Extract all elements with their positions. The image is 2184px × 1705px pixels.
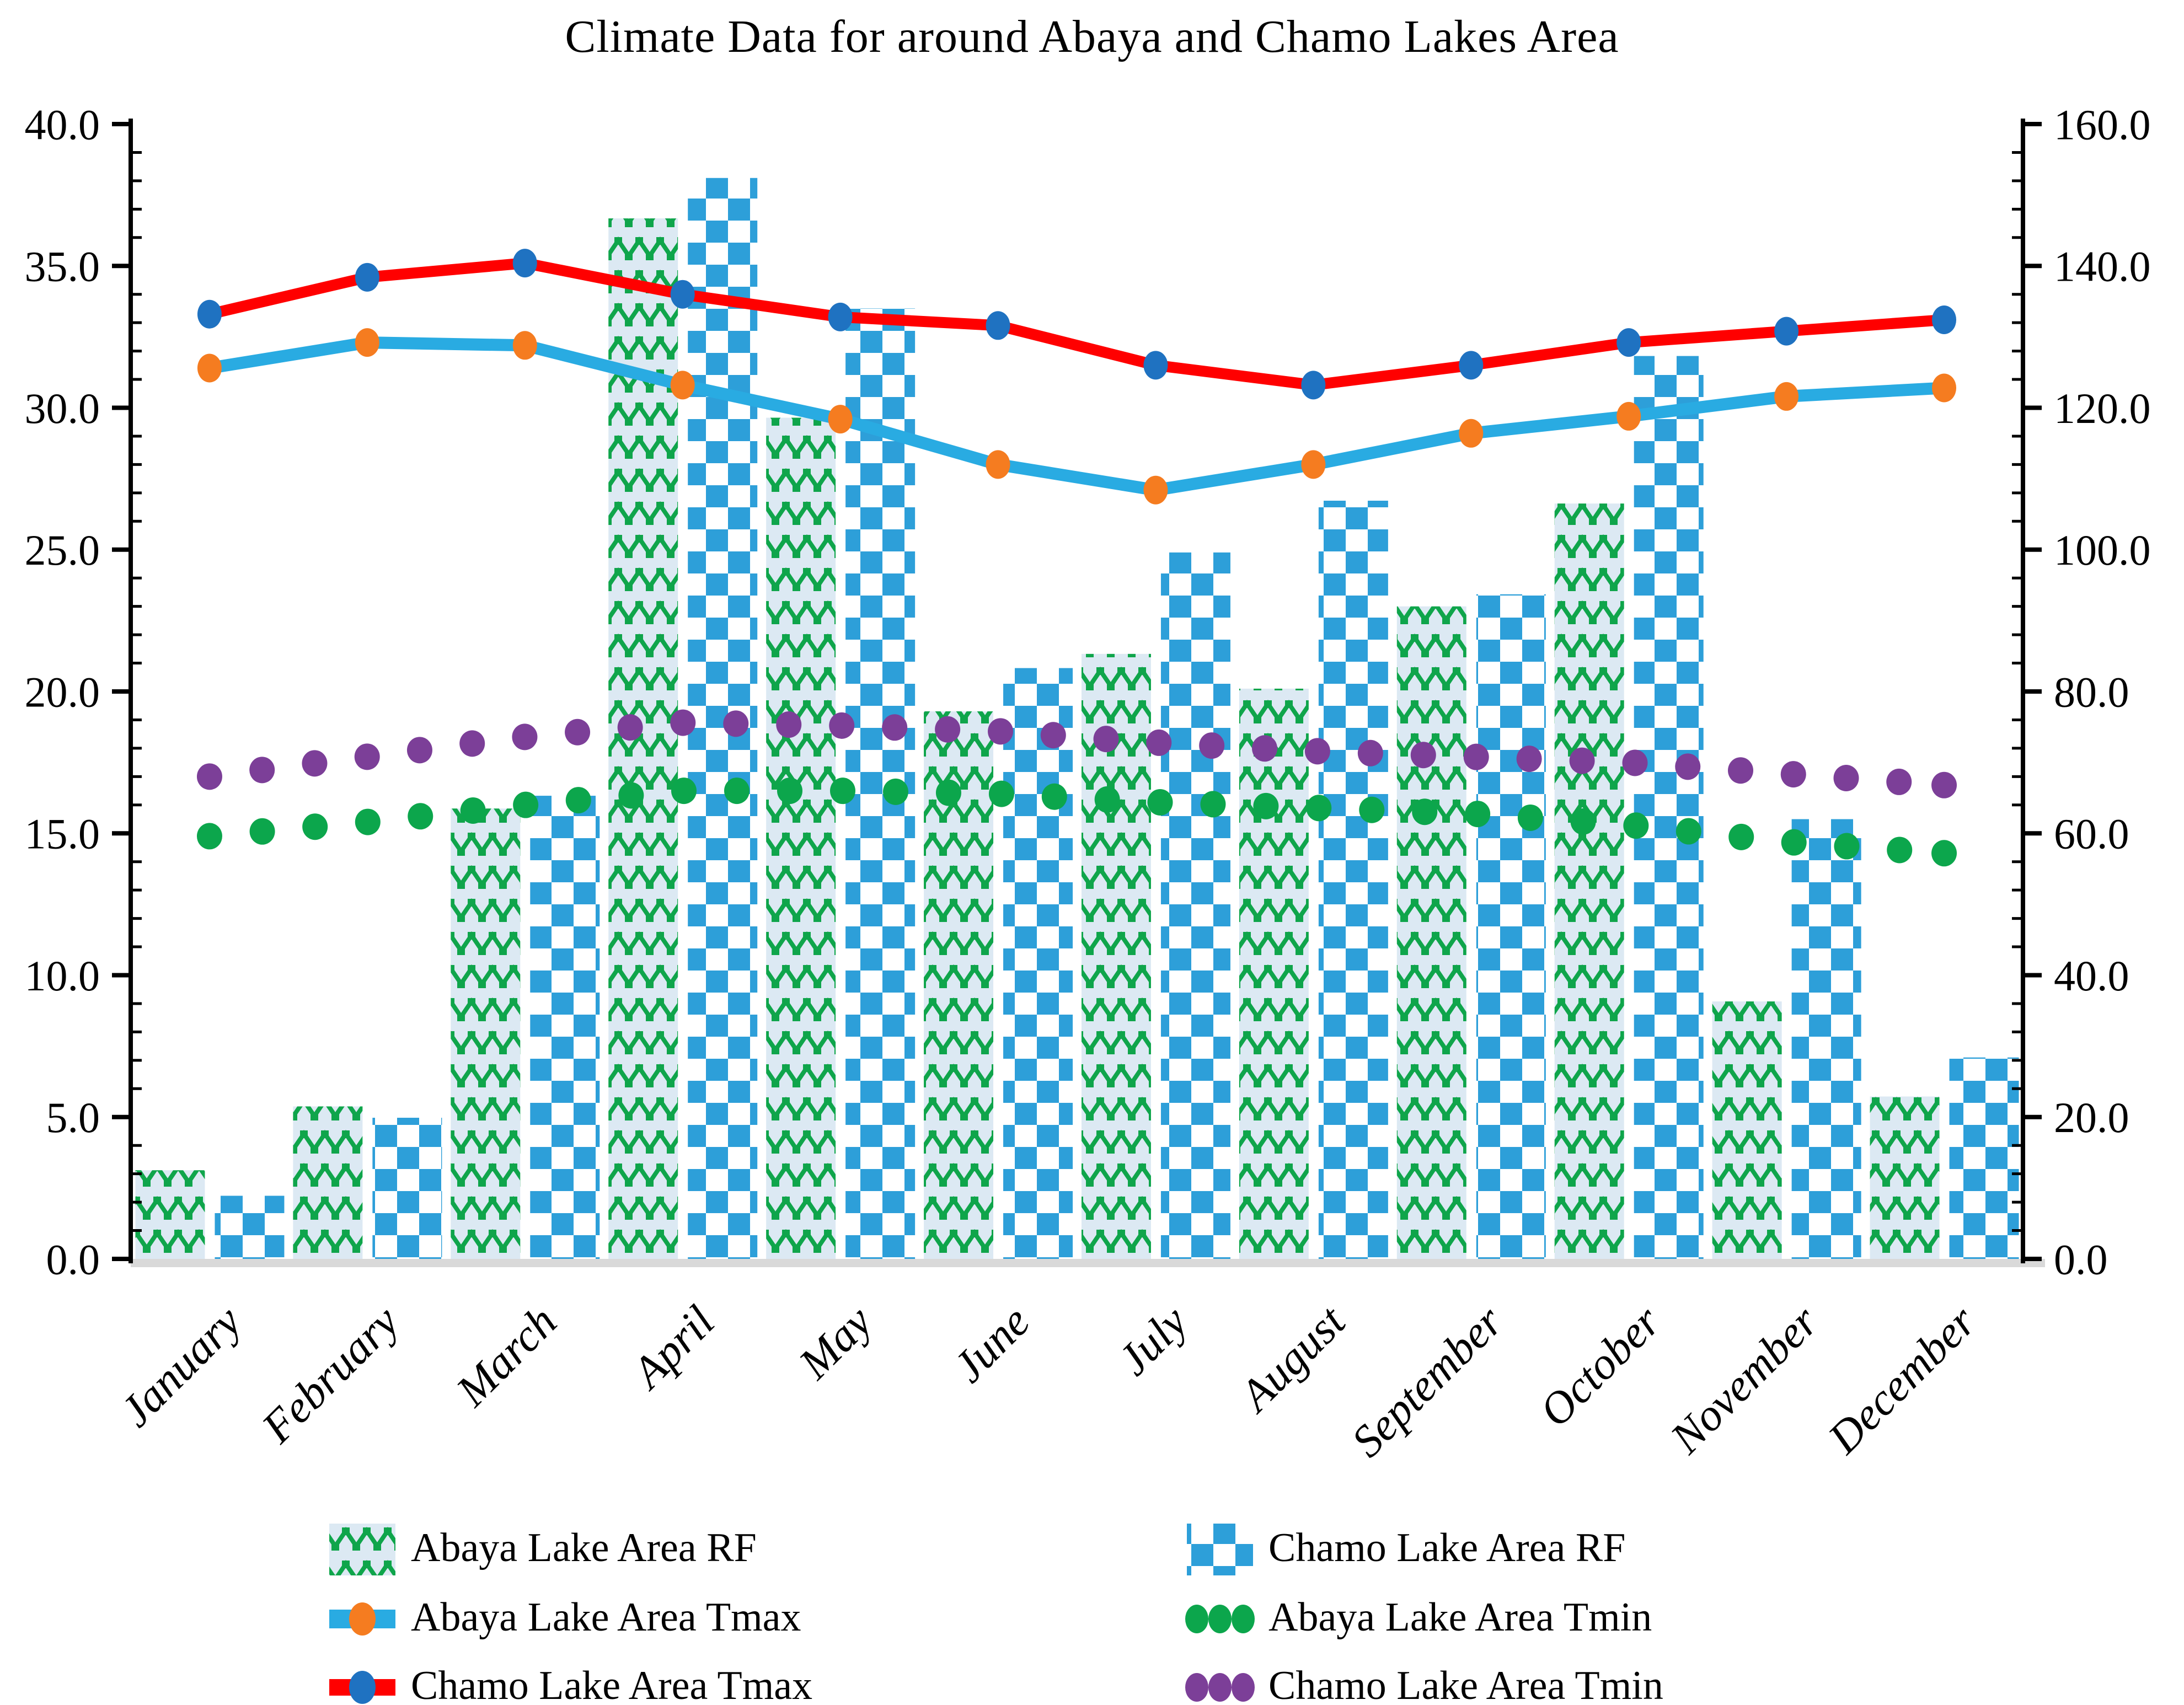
- bar-abaya-rf: [1396, 606, 1466, 1259]
- legend-label-chamo-tmax: Chamo Lake Area Tmax: [411, 1663, 813, 1705]
- abaya-tmax-line: [197, 328, 1957, 505]
- svg-text:100.0: 100.0: [2054, 526, 2151, 574]
- svg-text:0.0: 0.0: [2054, 1235, 2108, 1283]
- svg-text:35.0: 35.0: [25, 243, 100, 291]
- svg-text:November: November: [1660, 1296, 1828, 1463]
- svg-text:20.0: 20.0: [2054, 1093, 2129, 1141]
- svg-text:40.0: 40.0: [25, 100, 100, 148]
- abaya-tmin-dots: [196, 778, 1957, 867]
- svg-text:25.0: 25.0: [25, 526, 100, 574]
- svg-text:160.0: 160.0: [2054, 100, 2151, 148]
- bar-abaya-rf: [293, 1106, 363, 1259]
- svg-text:February: February: [252, 1296, 409, 1452]
- svg-text:October: October: [1530, 1296, 1671, 1436]
- axis-tick-labels: 40.0 35.0 30.0 25.0 20.0 15.0 10.0 5.0 0.0 160.0 1…: [25, 100, 2151, 1283]
- svg-text:March: March: [446, 1296, 566, 1416]
- bar-chamo-rf: [1160, 552, 1230, 1259]
- bar-chamo-rf: [1634, 356, 1704, 1259]
- svg-text:January: January: [110, 1296, 251, 1436]
- svg-text:May: May: [789, 1296, 882, 1389]
- svg-text:June: June: [943, 1296, 1039, 1392]
- axes: [112, 119, 2042, 1263]
- bar-chamo-rf: [1318, 500, 1388, 1259]
- svg-text:15.0: 15.0: [25, 810, 100, 858]
- svg-text:60.0: 60.0: [2054, 810, 2129, 858]
- bar-abaya-rf: [1712, 1001, 1782, 1259]
- bar-chamo-rf: [1476, 594, 1546, 1259]
- svg-text:July: July: [1108, 1296, 1197, 1385]
- svg-text:December: December: [1818, 1296, 1985, 1463]
- bar-abaya-rf: [1554, 503, 1624, 1259]
- legend-label-chamo-rf: Chamo Lake Area RF: [1268, 1525, 1626, 1570]
- bar-chamo-rf: [1003, 668, 1073, 1259]
- bar-abaya-rf: [924, 711, 994, 1259]
- svg-text:September: September: [1342, 1296, 1513, 1467]
- bar-chamo-rf: [1949, 1057, 2019, 1259]
- svg-text:20.0: 20.0: [25, 668, 100, 716]
- bar-chamo-rf: [530, 796, 600, 1259]
- x-axis-baseline-shadow: [131, 1259, 2045, 1267]
- chart-title: Climate Data for around Abaya and Chamo …: [565, 11, 1619, 62]
- svg-text:10.0: 10.0: [25, 952, 100, 1000]
- bar-chamo-rf: [215, 1195, 285, 1259]
- bar-abaya-rf: [1239, 688, 1309, 1259]
- month-labels: January February March April May June July Augu…: [110, 1295, 1985, 1467]
- legend-label-abaya-tmax: Abaya Lake Area Tmax: [411, 1595, 801, 1640]
- svg-text:120.0: 120.0: [2054, 384, 2151, 432]
- chamo-tmax-line: [197, 249, 1957, 400]
- legend-label-abaya-tmin: Abaya Lake Area Tmin: [1268, 1595, 1652, 1640]
- bar-chamo-rf: [1791, 819, 1861, 1259]
- legend-label-chamo-tmin: Chamo Lake Area Tmin: [1268, 1663, 1663, 1705]
- bar-chamo-rf: [372, 1118, 442, 1259]
- bar-abaya-rf: [766, 417, 836, 1259]
- legend-label-abaya-rf: Abaya Lake Area RF: [411, 1525, 757, 1570]
- bar-abaya-rf: [135, 1170, 205, 1259]
- bar-abaya-rf: [451, 808, 521, 1259]
- svg-text:30.0: 30.0: [25, 384, 100, 432]
- bar-abaya-rf: [1870, 1096, 1940, 1259]
- svg-text:40.0: 40.0: [2054, 952, 2129, 1000]
- svg-text:140.0: 140.0: [2054, 243, 2151, 291]
- svg-text:April: April: [620, 1296, 724, 1399]
- bar-abaya-rf: [608, 218, 678, 1259]
- svg-text:80.0: 80.0: [2054, 668, 2129, 716]
- bar-abaya-rf: [1081, 653, 1151, 1259]
- chamo-tmin-dots: [196, 709, 1957, 798]
- svg-text:5.0: 5.0: [46, 1093, 100, 1141]
- legend-swatches: [329, 1524, 1255, 1704]
- svg-text:August: August: [1228, 1295, 1356, 1423]
- svg-text:0.0: 0.0: [46, 1235, 100, 1283]
